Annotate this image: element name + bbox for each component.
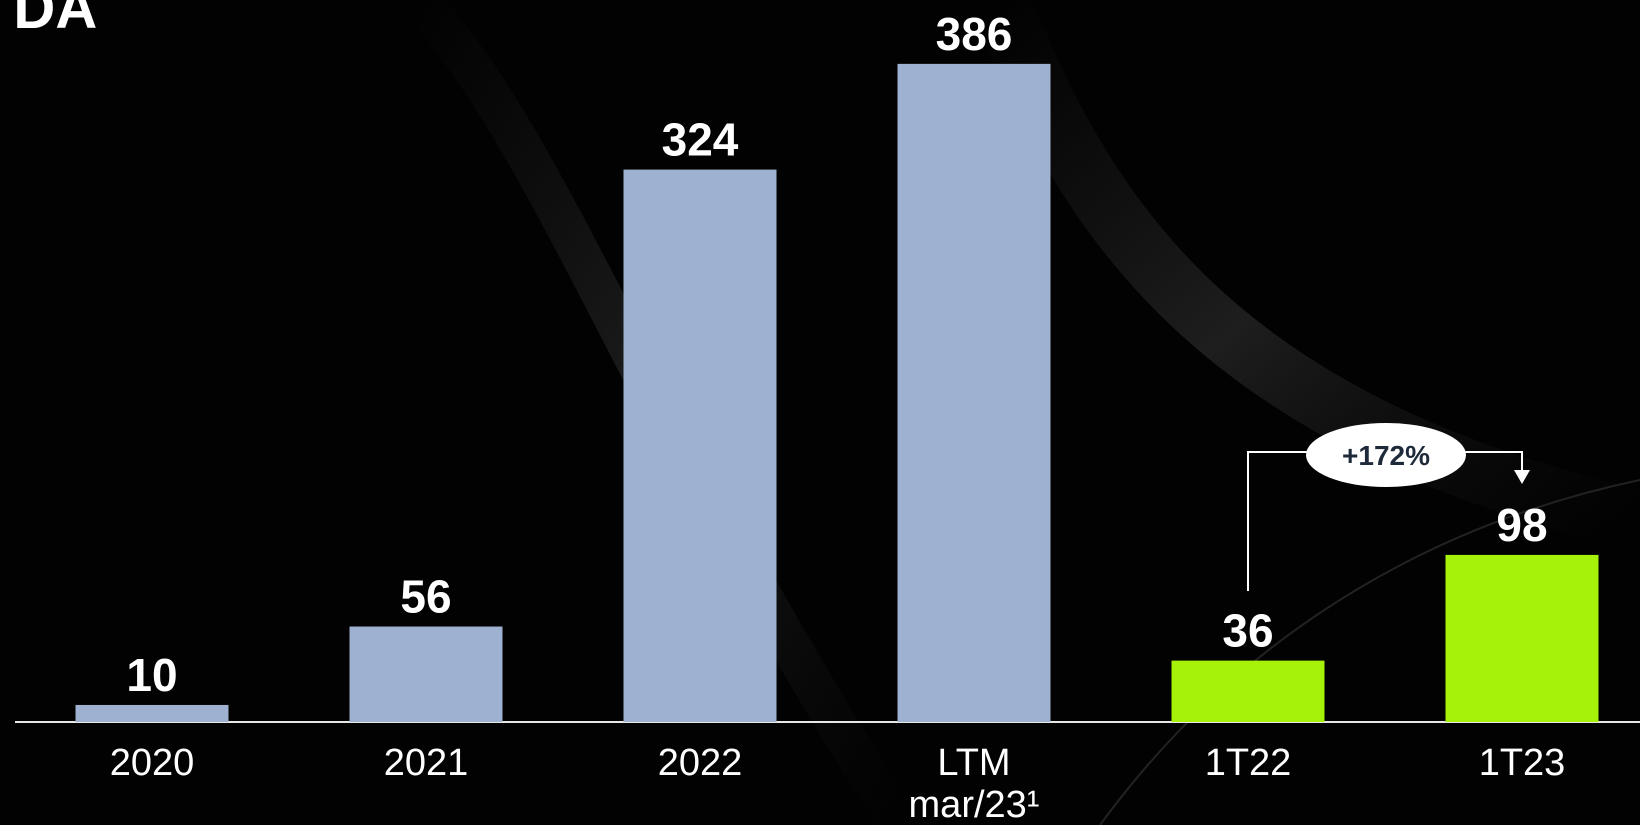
bar bbox=[623, 169, 777, 722]
value-label: 386 bbox=[936, 8, 1013, 60]
bar bbox=[1171, 660, 1325, 722]
chart-title: TDA bbox=[0, 0, 97, 41]
bar bbox=[349, 626, 503, 722]
value-label: 324 bbox=[662, 114, 739, 166]
arrow-head bbox=[1514, 470, 1530, 484]
x-tick-label: 1T23 bbox=[1479, 742, 1566, 784]
bar bbox=[75, 704, 229, 722]
value-label: 10 bbox=[126, 649, 177, 701]
label-line: LTM bbox=[937, 742, 1010, 784]
label-line: mar/23¹ bbox=[909, 784, 1040, 825]
growth-annotation: +172% bbox=[75, 63, 1599, 723]
background-curve bbox=[404, 0, 917, 825]
x-tick-label: 1T22 bbox=[1205, 742, 1292, 784]
x-tick-label: 2021 bbox=[384, 742, 469, 784]
x-tick-label: LTM mar/23¹ bbox=[909, 742, 1040, 825]
x-tick-label: 2020 bbox=[110, 742, 195, 784]
value-label: 56 bbox=[400, 571, 451, 623]
bar bbox=[1445, 554, 1599, 722]
annotation-text: +172% bbox=[1342, 440, 1430, 471]
x-tick-label: 2022 bbox=[658, 742, 743, 784]
value-label: 36 bbox=[1222, 605, 1273, 657]
value-label: 98 bbox=[1496, 499, 1547, 551]
background-curve bbox=[1099, 479, 1640, 825]
annotation-bubble bbox=[1306, 423, 1466, 487]
bar bbox=[897, 63, 1051, 723]
